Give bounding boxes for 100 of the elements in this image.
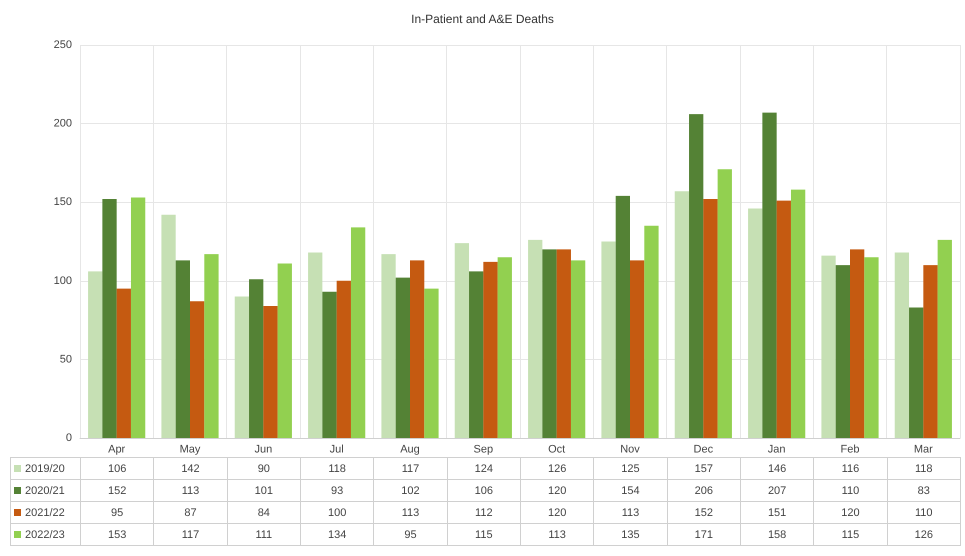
- legend-label: 2021/22: [10, 502, 80, 524]
- bar: [190, 301, 204, 438]
- bar: [381, 254, 396, 438]
- bar: [278, 264, 292, 438]
- bar: [234, 296, 250, 438]
- data-label: 117: [374, 458, 448, 480]
- data-label: 142: [154, 458, 228, 480]
- bar: [689, 114, 704, 438]
- bar: [542, 249, 557, 438]
- bar: [204, 254, 219, 438]
- bar: [790, 190, 806, 438]
- bar: [718, 169, 732, 438]
- data-label: 90: [227, 458, 300, 480]
- data-label: 101: [227, 480, 300, 502]
- data-label: 106: [447, 480, 520, 502]
- bar: [396, 278, 410, 438]
- data-label: 146: [740, 458, 814, 480]
- x-tick-label: Mar: [914, 444, 934, 456]
- y-tick-label: 150: [54, 196, 72, 208]
- bar: [308, 252, 322, 438]
- data-label: 115: [814, 524, 888, 546]
- data-label: 87: [154, 502, 228, 524]
- bar: [850, 249, 864, 438]
- data-label: 110: [814, 480, 888, 502]
- data-label: 171: [667, 524, 740, 546]
- bar: [762, 112, 777, 438]
- data-label: 118: [300, 458, 374, 480]
- bar: [322, 292, 337, 438]
- data-label: 95: [80, 502, 154, 524]
- data-label: 102: [374, 480, 448, 502]
- bar: [161, 214, 176, 438]
- data-label: 110: [887, 502, 960, 524]
- bar: [923, 265, 938, 438]
- x-tick-label: Aug: [400, 444, 420, 456]
- data-label: 125: [594, 458, 668, 480]
- data-label: 95: [374, 524, 448, 546]
- bar: [821, 256, 836, 438]
- legend-label: 2019/20: [10, 458, 80, 480]
- x-tick-label: Apr: [108, 444, 126, 456]
- data-label: 115: [447, 524, 520, 546]
- bar: [938, 240, 952, 438]
- bar: [674, 191, 690, 438]
- data-label: 118: [887, 458, 960, 480]
- data-label: 151: [740, 502, 814, 524]
- bar: [498, 257, 512, 438]
- data-label: 100: [300, 502, 374, 524]
- bar: [483, 262, 498, 438]
- bar: [616, 196, 630, 438]
- bar: [776, 200, 791, 438]
- data-label: 113: [154, 480, 228, 502]
- bar: [894, 252, 910, 438]
- bar: [601, 242, 616, 438]
- bar: [88, 271, 102, 438]
- bar: [424, 288, 439, 438]
- data-label: 158: [740, 524, 814, 546]
- x-tick-label: Dec: [694, 444, 714, 456]
- y-tick-label: 100: [54, 274, 72, 287]
- bar: [350, 227, 366, 438]
- data-label: 106: [80, 458, 154, 480]
- bar: [836, 265, 850, 438]
- chart-title: In-Patient and A&E Deaths: [411, 12, 554, 26]
- data-label: 120: [520, 502, 594, 524]
- data-label: 84: [227, 502, 300, 524]
- data-label: 126: [887, 524, 960, 546]
- data-label: 93: [300, 480, 374, 502]
- x-tick-label: Nov: [620, 444, 640, 456]
- data-label: 113: [520, 524, 594, 546]
- data-label: 113: [374, 502, 448, 524]
- data-label: 113: [594, 502, 668, 524]
- data-label: 207: [740, 480, 814, 502]
- bar: [748, 208, 762, 438]
- bar: [116, 288, 131, 438]
- data-label: 152: [667, 502, 740, 524]
- y-tick-label: 50: [60, 353, 72, 366]
- data-label: 124: [447, 458, 520, 480]
- data-label: 120: [520, 480, 594, 502]
- data-label: 154: [594, 480, 668, 502]
- bar: [410, 260, 424, 438]
- bar: [570, 260, 586, 438]
- y-tick-label: 200: [54, 118, 72, 130]
- bar: [102, 199, 117, 438]
- data-label: 153: [80, 524, 154, 546]
- data-label: 116: [814, 458, 888, 480]
- x-tick-label: Jul: [330, 444, 344, 456]
- x-tick-label: Oct: [548, 444, 566, 456]
- y-tick-label: 250: [54, 39, 72, 51]
- data-label: 83: [887, 480, 960, 502]
- data-label: 126: [520, 458, 594, 480]
- bar: [703, 199, 718, 438]
- data-label: 111: [227, 524, 300, 546]
- legend-label: 2020/21: [10, 480, 80, 502]
- y-tick-label: 0: [66, 432, 72, 444]
- bar: [469, 271, 484, 438]
- bar: [249, 279, 264, 438]
- bar: [528, 240, 542, 438]
- bar: [263, 306, 278, 438]
- bar: [336, 280, 351, 438]
- x-tick-label: Sep: [474, 444, 494, 456]
- bar: [909, 308, 924, 438]
- data-label: 112: [447, 502, 520, 524]
